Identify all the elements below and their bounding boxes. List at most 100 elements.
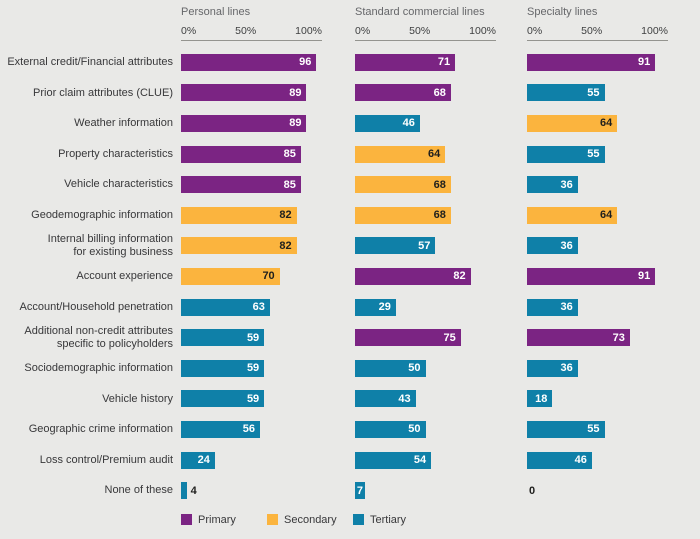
bar-value: 63 bbox=[252, 301, 265, 314]
bar-value: 24 bbox=[197, 454, 210, 467]
panel-header-personal-lines: Personal lines 0% 50% 100% bbox=[181, 6, 322, 41]
category-label: Vehicle characteristics bbox=[64, 178, 173, 191]
bar-value: 68 bbox=[433, 86, 446, 99]
bar-value: 73 bbox=[612, 331, 625, 344]
x-axis: 0% 50% 100% bbox=[527, 25, 668, 41]
primary-bar: 73 bbox=[527, 329, 630, 347]
x-axis: 0% 50% 100% bbox=[355, 25, 496, 41]
axis-tick-50: 50% bbox=[235, 25, 257, 37]
bar-cell: 82 bbox=[181, 237, 322, 255]
bar-value: 96 bbox=[299, 56, 312, 69]
bar-cell: 18 bbox=[527, 390, 668, 408]
chart-row: Sociodemographic information 59 50 36 bbox=[0, 353, 700, 384]
chart-rows: External credit/Financial attributes 96 71… bbox=[0, 47, 700, 506]
bar-cell: 89 bbox=[181, 84, 322, 102]
panel-header-standard-commercial-lines: Standard commercial lines 0% 50% 100% bbox=[355, 6, 496, 41]
bar-value: 75 bbox=[443, 331, 456, 344]
axis-tick-0: 0% bbox=[181, 25, 197, 37]
primary-swatch-icon bbox=[181, 514, 192, 526]
bar-cell: 75 bbox=[355, 329, 496, 347]
bar-cell: 89 bbox=[181, 114, 322, 132]
primary-bar: 75 bbox=[355, 329, 461, 347]
chart-row: Internal billing information for existing… bbox=[0, 231, 700, 262]
bar-value: 82 bbox=[279, 239, 292, 252]
bar-cell: 63 bbox=[181, 298, 322, 316]
secondary-bar: 70 bbox=[181, 267, 280, 285]
bar-cell: 59 bbox=[181, 329, 322, 347]
bar-value: 82 bbox=[453, 270, 466, 283]
bar-value: 59 bbox=[246, 392, 260, 405]
bar-value: 64 bbox=[427, 148, 441, 161]
axis-tick-100: 100% bbox=[295, 25, 322, 37]
bar-value: 71 bbox=[437, 56, 451, 69]
bar-value: 59 bbox=[246, 362, 260, 375]
bar-cell: 46 bbox=[527, 451, 668, 469]
bar-cell: 36 bbox=[527, 359, 668, 377]
category-label: Prior claim attributes (CLUE) bbox=[33, 86, 173, 99]
bar-value: 55 bbox=[587, 86, 600, 99]
primary-bar: 82 bbox=[355, 267, 471, 285]
primary-bar: 89 bbox=[181, 114, 307, 132]
bar-value: 85 bbox=[283, 178, 296, 191]
category-label: Loss control/Premium audit bbox=[39, 453, 173, 466]
bar-value: 64 bbox=[599, 209, 613, 222]
bar-value: 89 bbox=[289, 86, 302, 99]
bar-value: 56 bbox=[242, 423, 255, 436]
bar-cell: 73 bbox=[527, 329, 668, 347]
x-axis: 0% 50% 100% bbox=[181, 25, 322, 41]
bar-cell: 7 bbox=[355, 482, 496, 500]
bar-value: 68 bbox=[433, 209, 446, 222]
bar-cell: 96 bbox=[181, 53, 322, 71]
tertiary-bar: 55 bbox=[527, 84, 605, 102]
bar-cell: 68 bbox=[355, 84, 496, 102]
bar-cell: 55 bbox=[527, 84, 668, 102]
bar-cell: 82 bbox=[181, 206, 322, 224]
bar-cell: 91 bbox=[527, 53, 668, 71]
primary-bar: 68 bbox=[355, 84, 451, 102]
tertiary-bar: 36 bbox=[527, 298, 578, 316]
bar-value: 68 bbox=[433, 178, 446, 191]
category-label: Account experience bbox=[76, 270, 173, 283]
tertiary-bar: 55 bbox=[527, 145, 605, 163]
bar-value: 0 bbox=[529, 484, 536, 497]
legend-label-primary: Primary bbox=[198, 513, 236, 526]
tertiary-bar: 59 bbox=[181, 329, 265, 347]
secondary-bar: 64 bbox=[527, 206, 618, 224]
bar-cell: 68 bbox=[355, 206, 496, 224]
primary-bar: 85 bbox=[181, 176, 301, 194]
bar-value: 7 bbox=[356, 484, 363, 497]
bar-cell: 55 bbox=[527, 145, 668, 163]
secondary-swatch-icon bbox=[267, 514, 278, 526]
category-label: Geodemographic information bbox=[31, 209, 173, 222]
bar-value: 46 bbox=[574, 454, 587, 467]
secondary-bar: 82 bbox=[181, 237, 297, 255]
primary-bar: 85 bbox=[181, 145, 301, 163]
axis-tick-50: 50% bbox=[409, 25, 431, 37]
bar-value: 70 bbox=[262, 270, 275, 283]
bar-cell: 4 bbox=[181, 482, 322, 500]
category-label: Vehicle history bbox=[102, 392, 173, 405]
chart-row: Account/Household penetration 63 29 36 bbox=[0, 292, 700, 323]
bar-cell: 29 bbox=[355, 298, 496, 316]
tertiary-bar: 29 bbox=[355, 298, 396, 316]
bar-cell: 64 bbox=[527, 206, 668, 224]
panel-title: Specialty lines bbox=[527, 6, 598, 18]
bar-cell: 50 bbox=[355, 359, 496, 377]
bar-cell: 68 bbox=[355, 176, 496, 194]
bar-value: 36 bbox=[560, 362, 573, 375]
bar-cell: 57 bbox=[355, 237, 496, 255]
chart-row: Vehicle characteristics 85 68 36 bbox=[0, 169, 700, 200]
bar-value: 54 bbox=[413, 454, 427, 467]
chart-row: Account experience 70 82 91 bbox=[0, 261, 700, 292]
tertiary-bar: 46 bbox=[527, 451, 592, 469]
bar-value: 55 bbox=[587, 148, 600, 161]
bar-cell: 54 bbox=[355, 451, 496, 469]
legend-item-tertiary: Tertiary bbox=[353, 514, 406, 526]
bar-cell: 59 bbox=[181, 359, 322, 377]
primary-bar: 91 bbox=[527, 267, 656, 285]
bar-value: 29 bbox=[378, 301, 391, 314]
bar-value: 55 bbox=[587, 423, 600, 436]
tertiary-bar: 24 bbox=[181, 451, 215, 469]
bar-cell: 55 bbox=[527, 420, 668, 438]
bar-cell: 36 bbox=[527, 176, 668, 194]
